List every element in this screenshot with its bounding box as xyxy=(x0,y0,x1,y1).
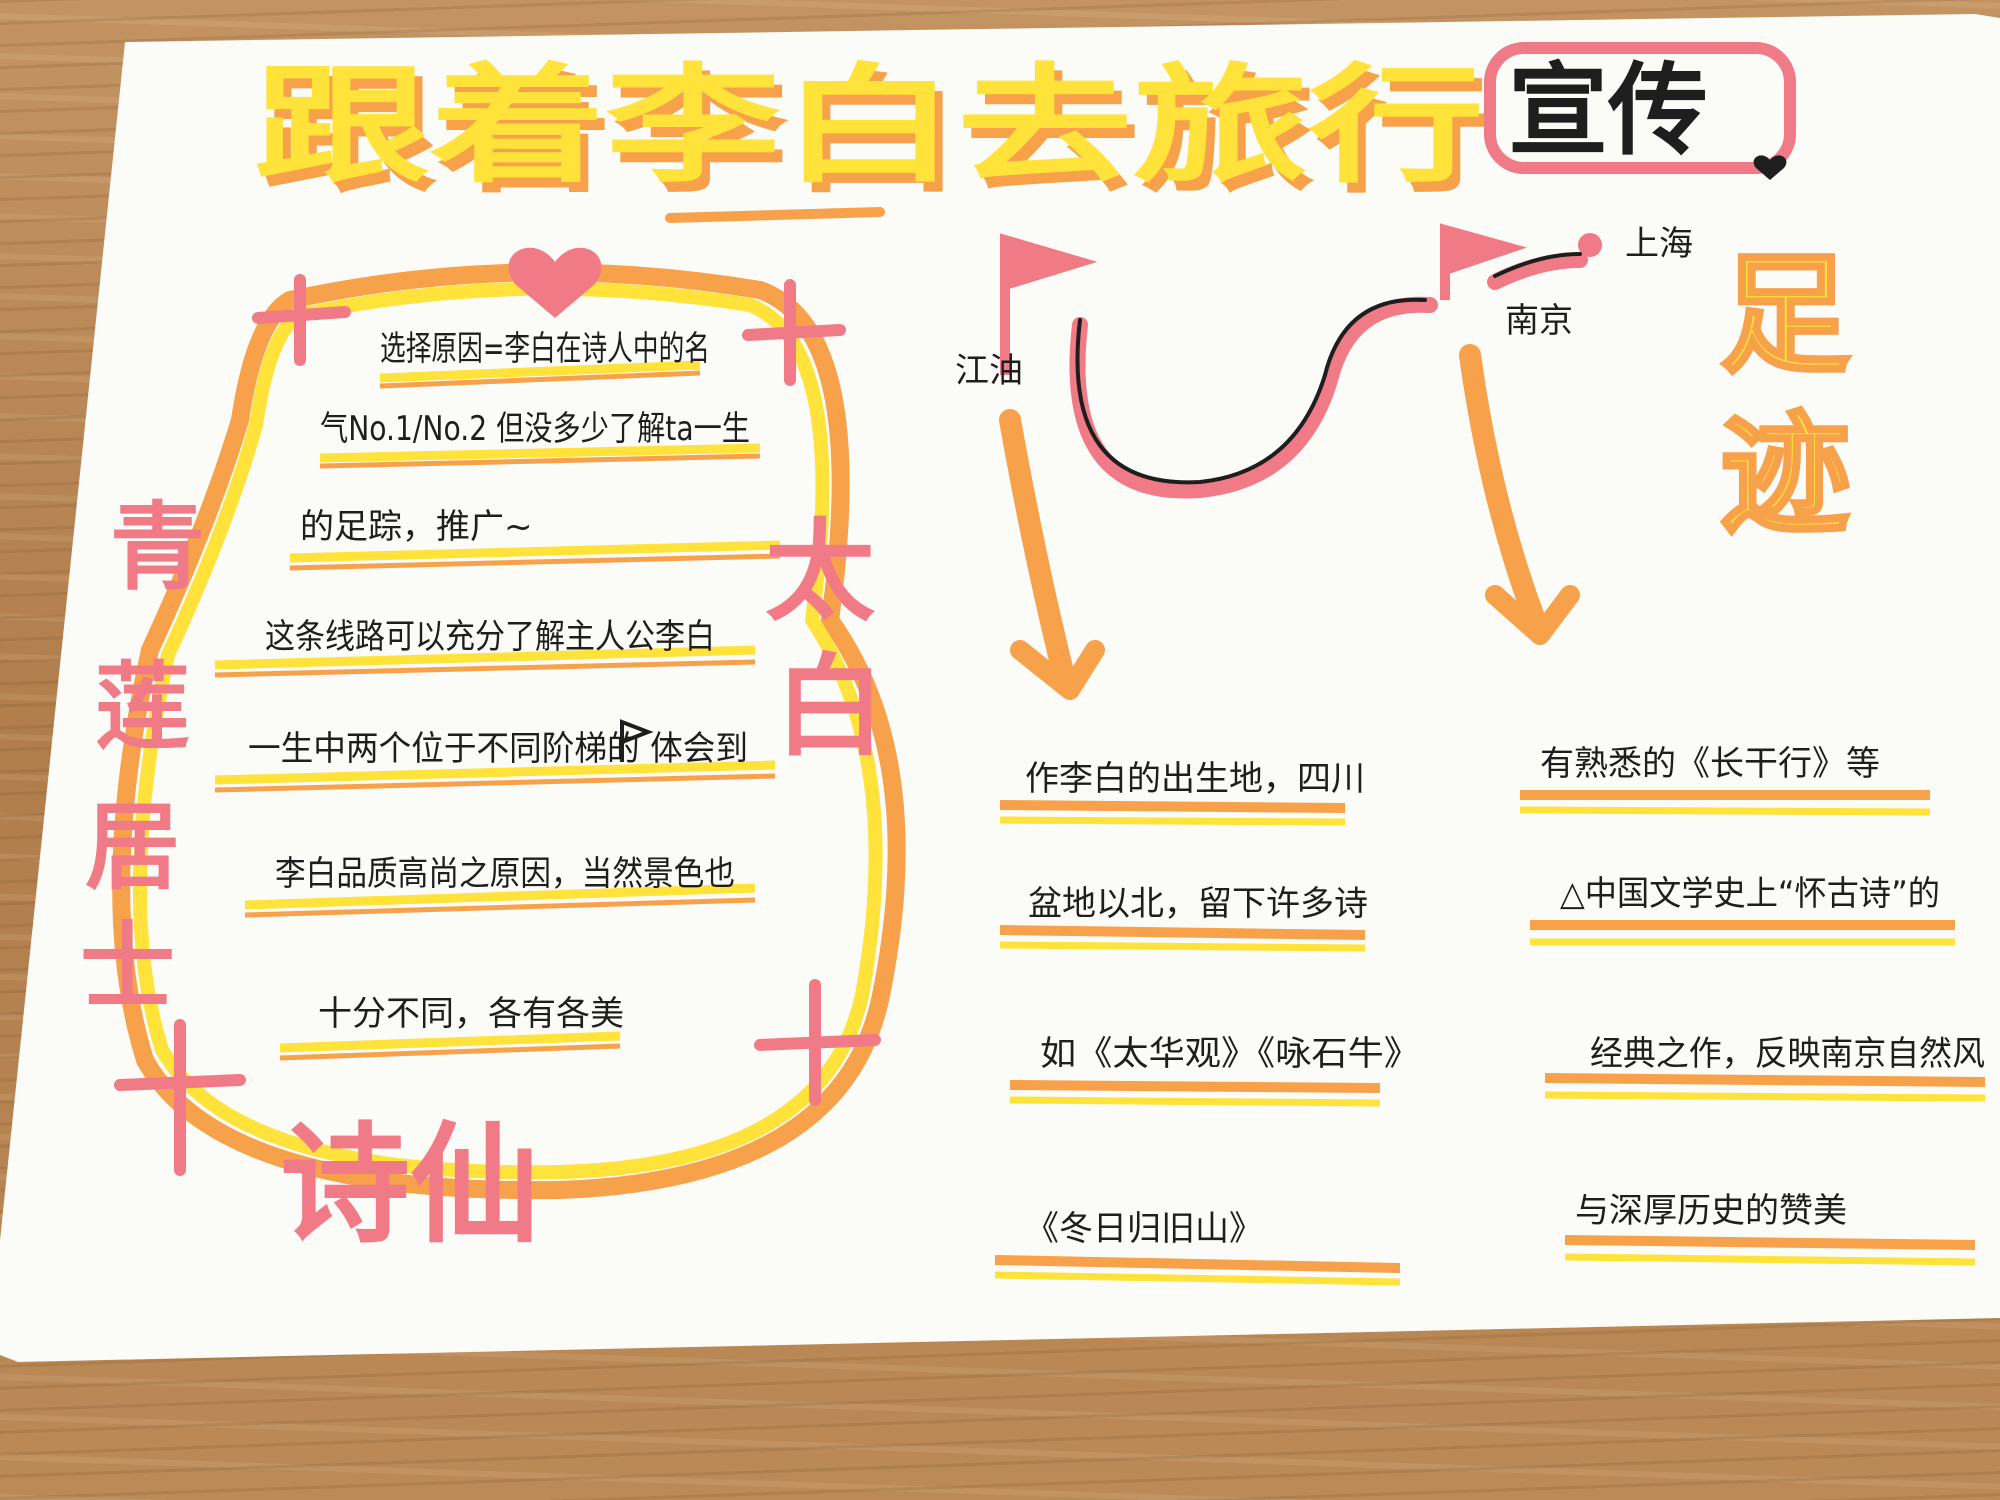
title-tag: 宣传 xyxy=(1508,52,1708,169)
title-group: 跟着李白去旅行 跟着李白去旅行 宣传 xyxy=(254,42,1796,223)
heart-icon xyxy=(1753,155,1787,180)
right-line-1: 有熟悉的《长干行》等 xyxy=(1540,744,1880,784)
flag-icon-nanjing xyxy=(1440,223,1528,300)
flag-icon-jiangyou xyxy=(1000,233,1098,375)
arrow-head-right xyxy=(1485,585,1580,645)
flag-icon xyxy=(620,719,654,762)
route-map: 江油 上海 南京 足 迹 xyxy=(955,223,1852,700)
middle-line-1: 作李白的出生地，四川 xyxy=(1025,759,1365,799)
side-title-bottom: 诗仙 xyxy=(280,1109,540,1261)
left-line-2: 气No.1/No.2 但没多少了解ta一生 xyxy=(320,409,750,449)
arrow-down-right xyxy=(1459,344,1546,631)
cross-decorations xyxy=(114,274,881,1176)
arrow-head-left xyxy=(1010,640,1105,700)
middle-line-3: 如《太华观》《咏石牛》 xyxy=(1040,1034,1420,1074)
right-line-3: 经典之作，反映南京自然风 xyxy=(1590,1034,1985,1074)
middle-line-2: 盆地以北，留下许多诗 xyxy=(1028,884,1368,924)
left-line-6: 李白品质高尚之原因，当然景色也 xyxy=(275,854,735,894)
route-path-ink xyxy=(1075,252,1582,485)
side-title-left-char-2: 莲 xyxy=(95,653,190,763)
side-title-left-char-4: 士 xyxy=(80,913,175,1023)
left-bubble: 选择原因=李白在诗人中的名 气No.1/No.2 但没多少了解ta一生 的足踪，… xyxy=(80,247,906,1261)
right-line-2: △中国文学史上“怀古诗”的 xyxy=(1560,874,1940,914)
footprint-title-char-1: 足 xyxy=(1720,239,1850,391)
left-line-5: 一生中两个位于不同阶梯的 体会到 xyxy=(248,729,748,769)
vertical-title-left: 青 莲 居 士 xyxy=(80,493,205,1023)
title-tag-frame xyxy=(1484,42,1796,174)
title-underline xyxy=(665,207,885,223)
map-label-nanjing: 南京 xyxy=(1505,301,1573,341)
middle-text-block: 作李白的出生地，四川 盆地以北，留下许多诗 如《太华观》《咏石牛》 《冬日归旧山… xyxy=(994,759,1420,1286)
side-title-left-char-1: 青 xyxy=(110,493,205,603)
footprint-title-char-2: 迹 xyxy=(1720,399,1850,551)
side-title-right-char-2: 白 xyxy=(775,643,885,771)
left-line-3: 的足踪，推广~ xyxy=(300,507,533,547)
right-line-4: 与深厚历史的赞美 xyxy=(1575,1191,1847,1231)
right-text-block: 有熟悉的《长干行》等 △中国文学史上“怀古诗”的 经典之作，反映南京自然风 与深… xyxy=(1519,744,1986,1266)
arrow-down-left xyxy=(999,409,1076,691)
page-title: 跟着李白去旅行 xyxy=(254,52,1484,201)
map-label-shanghai: 上海 xyxy=(1625,224,1693,264)
route-path-pink xyxy=(1069,252,1588,499)
map-label-jiangyou: 江油 xyxy=(955,351,1023,391)
vertical-title-right: 太 白 xyxy=(765,508,885,771)
side-title-left-char-3: 居 xyxy=(85,793,180,903)
heart-icon xyxy=(508,247,602,318)
bubble-outline-yellow xyxy=(132,281,883,1180)
left-line-7: 十分不同，各有各美 xyxy=(318,994,624,1034)
side-title-right-char-1: 太 xyxy=(765,508,875,636)
shanghai-dot xyxy=(1578,233,1602,257)
left-line-4: 这条线路可以充分了解主人公李白 xyxy=(265,617,715,657)
paper-surface xyxy=(0,14,2000,1362)
middle-line-4: 《冬日归旧山》 xyxy=(1025,1209,1263,1249)
page-title-shadow: 跟着李白去旅行 xyxy=(262,62,1492,211)
left-text-block: 选择原因=李白在诗人中的名 气No.1/No.2 但没多少了解ta一生 的足踪，… xyxy=(214,329,781,1061)
left-line-1: 选择原因=李白在诗人中的名 xyxy=(380,329,710,369)
